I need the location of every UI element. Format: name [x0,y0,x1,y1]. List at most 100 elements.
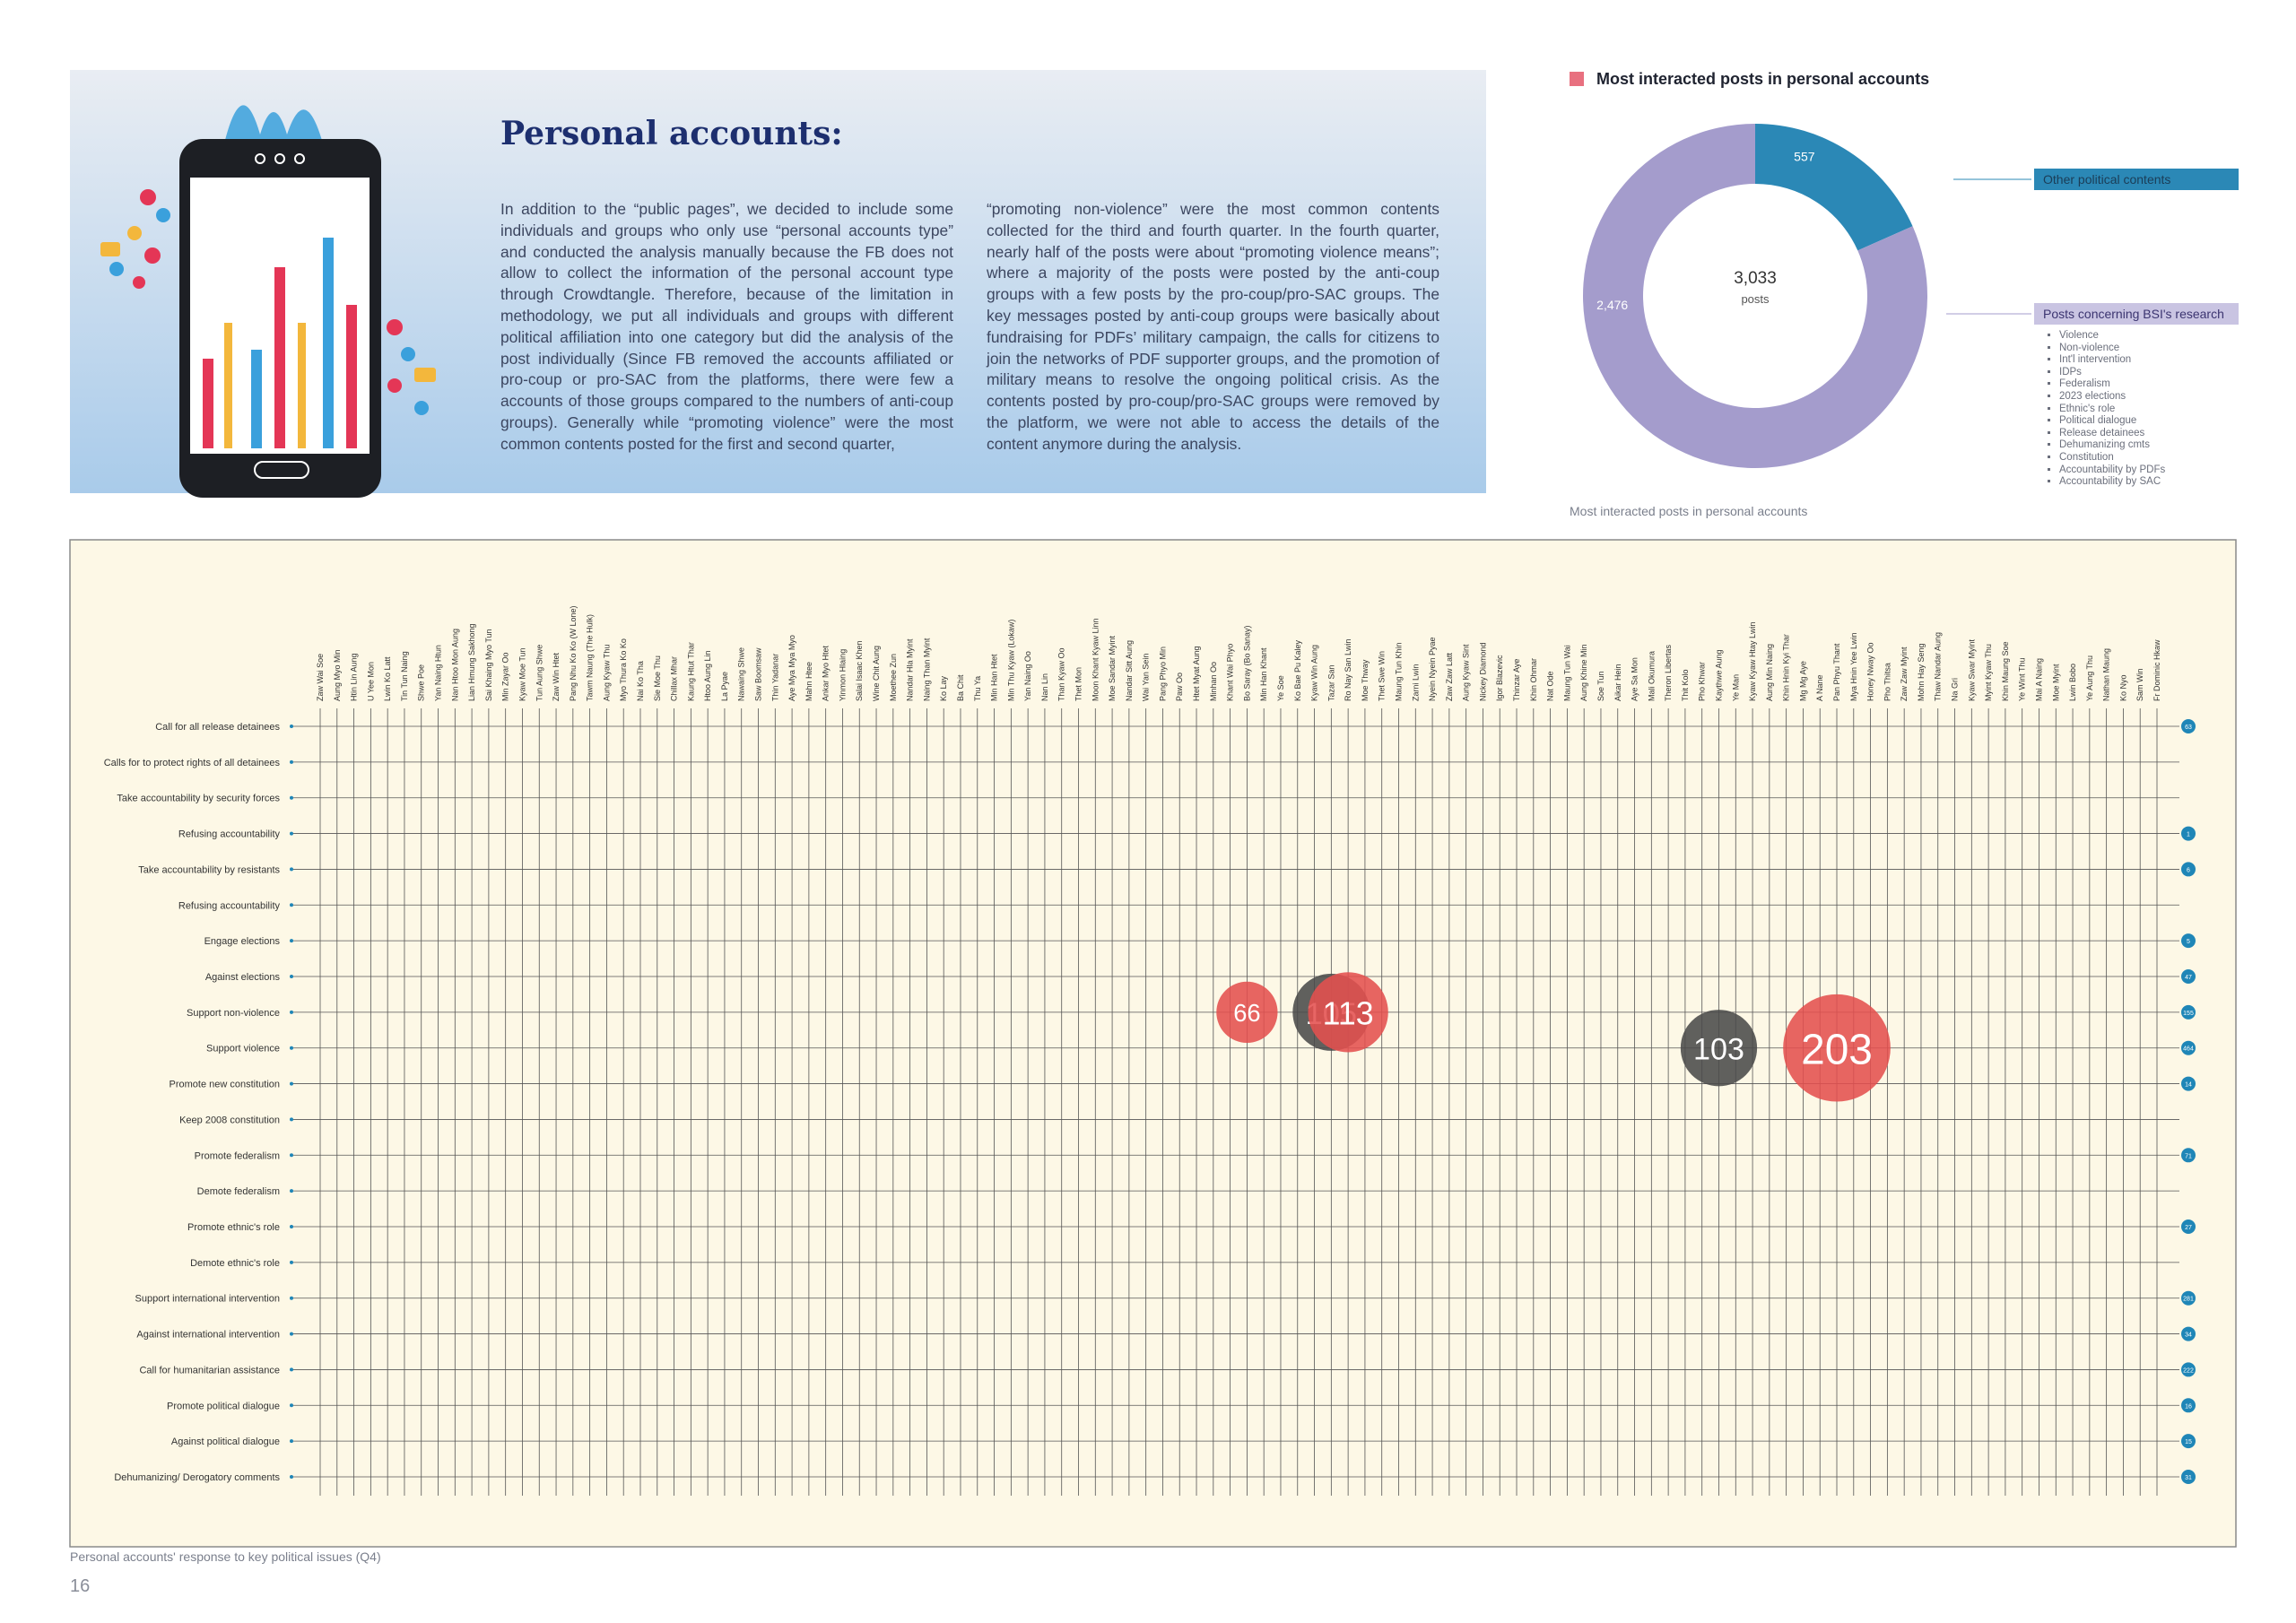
row-tick [290,903,293,907]
segment-label: 557 [1794,150,1815,164]
row-tick [290,795,293,800]
column-label: Nan Lin [1040,673,1049,701]
column-label: Ye Man [1731,674,1740,701]
paragraph: In addition to the “public pages”, we de… [500,200,953,453]
row-tick [290,1081,293,1086]
column-label: Zaw Zaw Latt [1445,652,1454,701]
column-label: Saw Boomsaw [754,647,763,701]
donut-total-unit: posts [1741,292,1770,306]
row-tick [290,1189,293,1193]
column-label: Lian Hmung Sakhong [467,623,476,701]
row-total [2181,1326,2196,1341]
row-total [2181,1076,2196,1091]
column-label: Yinmon Hlaing [838,649,847,701]
row-total-label: 464 [2183,1046,2194,1053]
row-label: Support international intervention [135,1294,280,1305]
row-label: Demote ethnic's role [190,1258,280,1269]
row-tick [290,1296,293,1300]
column-label: Chillax Mhar [670,656,679,701]
row-tick [290,1439,293,1444]
column-label: Moon Khant Kyaw Linn [1091,618,1100,701]
column-label: Salai Isaac Khen [855,640,864,701]
column-label: Tazar San [1326,664,1335,701]
column-label: Nyein Nyein Pyae [1428,637,1437,701]
row-tick [290,725,293,728]
sub-item: Release detainees [2059,428,2165,440]
column-label: Thit Kolo [1681,669,1690,701]
row-tick [290,1046,293,1050]
row-tick [290,939,293,943]
row-label: Support violence [206,1044,280,1055]
row-total [2181,1290,2196,1306]
column-label: Yan Naing Oo [1023,651,1032,701]
column-label: Thet Swe Win [1378,651,1387,701]
sub-item: Non-violence [2059,343,2165,355]
column-label: Bo Saray (Bo Sanay) [1242,625,1251,701]
column-label: Pho Khwar [1698,662,1707,701]
column-label: Moe Thway [1361,659,1370,701]
column-label: La Pyae [720,672,729,701]
column-label: Thet Mon [1074,667,1083,701]
legend-tag: Posts concerning BSI's research [2034,303,2239,325]
row-label: Demote federalism [197,1186,280,1197]
column-label: Aye Sa Mon [1631,657,1639,701]
row-tick [290,1010,293,1014]
row-tick [290,1332,293,1336]
column-label: Aye Mya Mya Myo [787,635,796,701]
row-total-label: 71 [2185,1153,2192,1159]
row-label: Refusing accountability [178,900,281,911]
sub-item: Violence [2059,330,2165,343]
column-label: Ankar Myo Htet [822,645,831,701]
column-label: Than Kyaw Oo [1057,647,1066,701]
column-label: Nathan Maung [2102,648,2111,701]
row-label: Promote ethnic's role [187,1222,280,1233]
row-tick [290,1225,293,1228]
donut-total: 3,033 [1734,269,1777,288]
column-label: Khin Maung Soe [2001,641,2010,701]
row-total [2181,719,2196,733]
sub-item: Dehumanizing cmts [2059,439,2165,452]
column-label: Nan Htoo Mon Aung [450,629,459,701]
column-label: Nandar Hla Myint [906,638,915,701]
column-label: Thinzar Aye [1512,659,1521,701]
row-tick [290,1367,293,1372]
column-label: Soe Tun [1596,671,1605,701]
column-label: Sam Win [2135,668,2144,701]
column-label: Pho Thitsa [1883,663,1892,701]
column-label: Fr Dominic Hkaw [2152,639,2161,701]
row-total-label: 5 [2187,939,2190,945]
sub-item: 2023 elections [2059,391,2165,404]
column-label: Na Gri [1951,678,1960,701]
sub-item: Federalism [2059,378,2165,391]
column-label: Shwe Poe [417,664,426,701]
column-label: Aung Min Naing [1765,644,1774,701]
column-label: Ye Soe [1276,675,1285,701]
row-tick [290,1260,293,1264]
column-label: Minhan Oo [1209,662,1218,701]
row-total [2181,862,2196,877]
column-label: Moe Myint [2051,664,2060,701]
column-label: Mya Hnin Yee Lwin [1849,632,1858,701]
row-total-label: 34 [2185,1332,2192,1339]
row-label: Promote federalism [195,1150,280,1161]
column-label: Nai Ko Tha [636,661,645,701]
column-label: Maung Tun Khin [1394,642,1403,701]
legend-swatch [1570,72,1584,86]
column-label: Yan Naing Htun [434,645,443,701]
sub-item-list: ViolenceNon-violenceInt'l interventionID… [2034,330,2165,489]
row-total [2181,1040,2196,1055]
column-label: Htet Myat Aung [1192,646,1201,701]
row-total [2181,969,2196,984]
column-label: Htin Lin Aung [350,653,359,701]
column-label: U Yee Mon [366,662,375,701]
column-label: Zaw Zaw Myint [1900,647,1909,701]
sub-item: Int'l intervention [2059,354,2165,367]
column-label: Paw Oo [1175,673,1184,701]
column-label: Ko Bae Pu Kaley [1293,639,1302,701]
row-label: Against political dialogue [171,1436,280,1447]
row-label: Against international intervention [136,1330,280,1341]
column-label: Aung Myo Min [333,649,342,701]
column-label: Zarni Lwin [1411,664,1420,701]
